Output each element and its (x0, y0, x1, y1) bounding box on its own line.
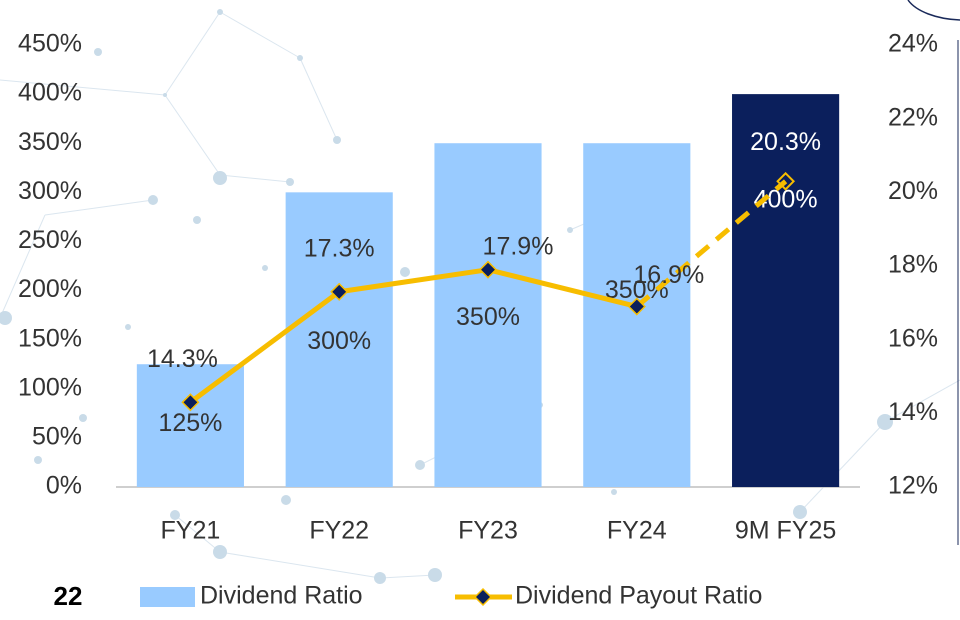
legend-label: Dividend Payout Ratio (515, 582, 762, 610)
y-tick-label: 450% (18, 30, 82, 58)
y-tick-label: 400% (18, 79, 82, 107)
y-tick-label: 300% (18, 177, 82, 205)
y2-tick-label: 20% (888, 177, 938, 205)
legend-label: Dividend Ratio (200, 582, 363, 610)
chart: 22 0% 50% 100% 150% 200% 250% 300% 350% 400% 450%… (0, 0, 960, 620)
line-value-label: 14.3% (147, 345, 218, 373)
x-tick-label: FY21 (161, 517, 221, 545)
y2-tick-label: 14% (888, 398, 938, 426)
y-tick-label: 200% (18, 275, 82, 303)
bar-value-label: 350% (456, 303, 520, 331)
y2-tick-label: 18% (888, 251, 938, 279)
x-tick-label: 9M FY25 (735, 517, 836, 545)
line-value-label: 20.3% (750, 128, 821, 156)
legend-marker (475, 589, 491, 605)
y-tick-label: 50% (32, 422, 82, 450)
bar-value-label: 300% (307, 327, 371, 355)
y-tick-label: 0% (46, 472, 82, 500)
y-tick-label: 350% (18, 128, 82, 156)
bar-value-label: 125% (158, 409, 222, 437)
corner-ornament (908, 0, 960, 20)
y2-tick-label: 24% (888, 30, 938, 58)
line-value-label: 17.9% (483, 232, 554, 260)
x-tick-label: FY22 (309, 517, 369, 545)
x-tick-label: FY23 (458, 517, 518, 545)
y-tick-label: 250% (18, 226, 82, 254)
x-tick-label: FY24 (607, 517, 667, 545)
y2-tick-label: 16% (888, 324, 938, 352)
line (190, 270, 636, 403)
line-value-label: 17.3% (304, 234, 375, 262)
page-number: 22 (54, 581, 83, 611)
legend-swatch (140, 587, 195, 607)
y2-tick-label: 12% (888, 472, 938, 500)
y-tick-label: 100% (18, 373, 82, 401)
y-tick-label: 150% (18, 324, 82, 352)
page: {"page_number": "22", "chart_data": {"ty… (0, 0, 960, 620)
y2-tick-label: 22% (888, 103, 938, 131)
line-value-label: 16.9% (633, 261, 704, 289)
